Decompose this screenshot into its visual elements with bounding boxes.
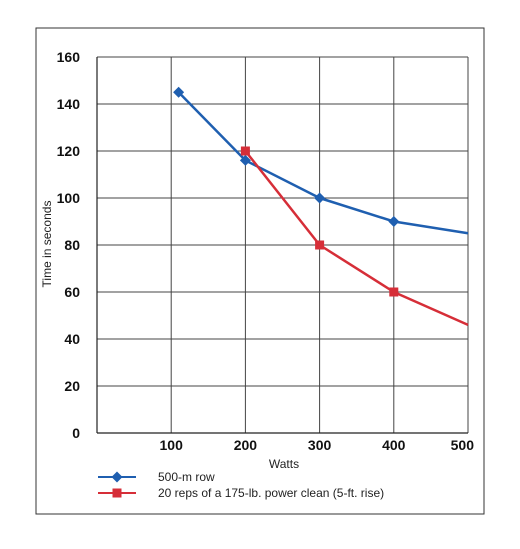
data-point-0-0 xyxy=(173,86,185,98)
x-tick-label-3: 400 xyxy=(382,437,406,453)
y-tick-label-4: 80 xyxy=(64,237,80,253)
legend-label-0: 500-m row xyxy=(158,470,215,484)
legend-item-0: 500-m row xyxy=(98,470,215,484)
series-0 xyxy=(173,86,469,235)
y-tick-label-0: 0 xyxy=(72,425,80,441)
x-tick-label-4: 500 xyxy=(451,437,475,453)
x-tick-label-1: 200 xyxy=(234,437,258,453)
y-tick-label-8: 160 xyxy=(57,49,81,65)
data-point-0-1 xyxy=(239,154,251,166)
x-tick-label-2: 300 xyxy=(308,437,332,453)
y-axis-label: Time in seconds xyxy=(40,201,54,288)
y-tick-label-6: 120 xyxy=(57,143,81,159)
outer-border xyxy=(35,27,485,515)
data-point-0-2 xyxy=(314,192,326,204)
y-tick-label-1: 20 xyxy=(64,378,80,394)
y-tick-label-5: 100 xyxy=(57,190,81,206)
y-tick-label-2: 40 xyxy=(64,331,80,347)
x-tick-label-0: 100 xyxy=(160,437,184,453)
data-point-1-1 xyxy=(315,240,325,250)
legend-marker-0 xyxy=(111,471,123,483)
data-point-0-3 xyxy=(388,216,400,227)
legend-item-1: 20 reps of a 175-lb. power clean (5-ft. … xyxy=(98,486,384,500)
data-point-1-0 xyxy=(240,146,250,156)
series-line-1 xyxy=(244,150,469,327)
tick-labels: 0 20 40 60 80 100 120 140 160 100 200 300 400 500 xyxy=(57,49,475,453)
axes xyxy=(96,57,468,434)
x-axis-label: Watts xyxy=(269,457,299,471)
legend-label-1: 20 reps of a 175-lb. power clean (5-ft. … xyxy=(158,486,384,500)
legend-marker-1 xyxy=(112,488,122,498)
series xyxy=(173,86,469,327)
y-tick-label-7: 140 xyxy=(57,96,81,112)
y-tick-label-3: 60 xyxy=(64,284,80,300)
legend: 500-m row 20 reps of a 175-lb. power clea… xyxy=(98,470,384,500)
data-point-1-2 xyxy=(389,287,399,297)
series-1 xyxy=(240,146,469,327)
